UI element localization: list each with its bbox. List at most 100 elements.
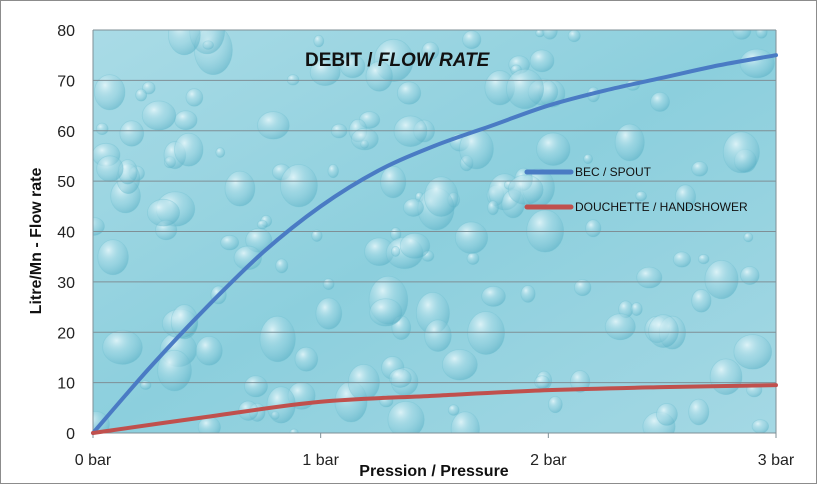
water-droplet bbox=[709, 358, 743, 396]
water-droplet bbox=[280, 164, 318, 208]
water-droplet bbox=[424, 176, 459, 217]
water-droplet bbox=[135, 88, 148, 102]
water-droplet bbox=[174, 132, 204, 167]
y-axis-ticks: 0 10 20 30 40 50 60 70 80 bbox=[57, 23, 75, 443]
water-droplet bbox=[672, 251, 692, 268]
water-droplet bbox=[97, 239, 129, 276]
water-droplet bbox=[257, 111, 290, 140]
water-droplet bbox=[732, 30, 752, 40]
water-droplet bbox=[322, 278, 335, 291]
y-tick-label: 50 bbox=[57, 174, 75, 191]
water-droplet bbox=[447, 404, 460, 416]
water-droplet bbox=[583, 153, 593, 165]
water-droplet bbox=[167, 30, 201, 56]
y-tick-label: 70 bbox=[57, 73, 75, 90]
water-droplet bbox=[507, 174, 544, 205]
series-lines bbox=[91, 53, 778, 435]
water-droplet bbox=[466, 252, 480, 265]
water-droplet bbox=[462, 30, 482, 50]
water-droplet bbox=[656, 403, 678, 426]
series-line-handshower bbox=[91, 383, 778, 435]
water-droplet bbox=[635, 190, 647, 202]
y-tick-label: 40 bbox=[57, 225, 75, 242]
water-droplet bbox=[481, 285, 506, 307]
water-droplet bbox=[403, 198, 424, 217]
y-axis-title: Litre/Mn - Flow rate bbox=[28, 168, 45, 315]
water-droplet bbox=[369, 298, 403, 327]
y-tick-label: 0 bbox=[66, 426, 75, 443]
water-droplet bbox=[294, 346, 319, 372]
chart-title: DEBIT / FLOW RATE bbox=[305, 50, 491, 71]
water-droplet bbox=[390, 245, 401, 257]
water-droplet bbox=[454, 221, 489, 254]
x-tick-label: 3 bar bbox=[758, 452, 795, 469]
water-droplet bbox=[755, 30, 768, 39]
water-droplet bbox=[244, 375, 268, 398]
water-droplet bbox=[102, 329, 143, 365]
water-droplet bbox=[743, 232, 754, 243]
water-droplet bbox=[487, 200, 499, 216]
water-droplet bbox=[567, 30, 581, 43]
water-droplet bbox=[399, 232, 431, 259]
x-tick-label: 2 bar bbox=[530, 452, 567, 469]
water-droplet bbox=[119, 120, 145, 147]
water-droplet bbox=[739, 48, 775, 79]
water-droplet bbox=[350, 127, 379, 151]
water-droplet bbox=[506, 68, 545, 110]
water-droplet bbox=[259, 315, 296, 363]
water-droplet bbox=[289, 428, 299, 433]
water-droplet bbox=[365, 61, 393, 92]
water-droplet bbox=[536, 132, 571, 166]
y-tick-label: 30 bbox=[57, 275, 75, 292]
water-droplet bbox=[648, 314, 679, 348]
water-droplet bbox=[691, 289, 712, 313]
water-droplet bbox=[450, 411, 480, 433]
y-tick-label: 60 bbox=[57, 124, 75, 141]
x-tick-label: 1 bar bbox=[302, 452, 339, 469]
water-droplet bbox=[185, 88, 204, 107]
water-droplet bbox=[691, 161, 709, 177]
water-droplet bbox=[614, 123, 645, 162]
water-droplet bbox=[547, 395, 563, 414]
y-tick-label: 10 bbox=[57, 376, 75, 393]
water-droplet bbox=[542, 30, 558, 40]
water-droplet bbox=[275, 258, 289, 274]
water-droplet bbox=[256, 219, 268, 230]
legend-label-handshower: DOUCHETTE / HANDSHOWER bbox=[575, 200, 748, 214]
water-droplet bbox=[309, 58, 341, 86]
water-droplet bbox=[529, 49, 555, 73]
x-tick-label: 0 bar bbox=[75, 452, 112, 469]
water-droplet bbox=[146, 198, 181, 227]
water-droplet bbox=[396, 81, 422, 105]
water-droplet bbox=[96, 155, 124, 182]
water-droplet bbox=[313, 34, 325, 48]
water-droplet bbox=[215, 147, 226, 158]
legend: BEC / SPOUT DOUCHETTE / HANDSHOWER bbox=[524, 165, 748, 214]
y-tick-label: 80 bbox=[57, 23, 75, 40]
chart-title-main: DEBIT / bbox=[305, 50, 378, 71]
water-droplet bbox=[604, 313, 636, 341]
water-droplet bbox=[520, 285, 536, 303]
water-droplet bbox=[585, 219, 602, 238]
water-droplet bbox=[421, 41, 440, 61]
water-droplet bbox=[141, 100, 177, 131]
water-droplet bbox=[380, 165, 407, 199]
water-droplet bbox=[233, 245, 262, 271]
chart-title-italic: FLOW RATE bbox=[378, 50, 491, 71]
water-droplet bbox=[315, 297, 343, 330]
water-droplet bbox=[688, 398, 710, 426]
gridlines bbox=[92, 29, 777, 434]
water-droplet bbox=[467, 311, 505, 355]
water-droplet bbox=[740, 266, 760, 285]
water-droplet bbox=[674, 184, 697, 210]
water-droplet bbox=[393, 115, 428, 147]
water-droplet bbox=[630, 302, 643, 316]
water-droplet bbox=[195, 335, 223, 366]
water-droplet bbox=[95, 122, 109, 136]
water-droplet bbox=[387, 401, 425, 433]
water-droplet bbox=[157, 349, 192, 392]
water-droplet bbox=[142, 81, 156, 95]
y-tick-label: 20 bbox=[57, 325, 75, 342]
water-droplet bbox=[650, 91, 670, 112]
water-droplet bbox=[93, 74, 126, 111]
